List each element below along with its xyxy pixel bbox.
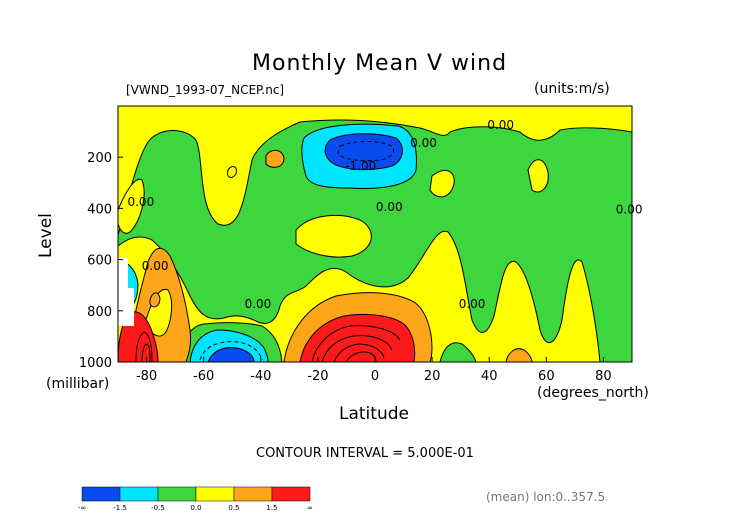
contour-label: 0.00	[487, 118, 514, 132]
region-missing	[118, 258, 134, 326]
contour-label: 0.00	[410, 136, 437, 150]
contour-red-left-a	[135, 331, 153, 362]
x-tick-label: -80	[136, 369, 157, 384]
contour-labels: 0.00 0.00 0.00 -1.00 0.00 0.00 0.00 0.00 0.00	[127, 118, 642, 311]
region-red-center	[299, 313, 416, 362]
x-tick-label: -40	[250, 369, 271, 384]
region-yellow-spot	[227, 166, 237, 178]
region-orange-left-small	[149, 292, 161, 308]
y-tick-label: 400	[87, 202, 112, 217]
x-tick-label: 40	[481, 369, 498, 384]
contour-red-left-b	[141, 343, 151, 362]
region-yellow-island-b	[295, 214, 372, 258]
colorbar: -∞ -1.5 -0.5 0.0 0.5 1.5 ∞	[78, 486, 313, 512]
colorbar-swatch	[119, 486, 159, 502]
y-tick-label: 200	[87, 151, 112, 166]
y-tick-label: 1000	[79, 356, 112, 371]
x-tick-label: -60	[193, 369, 214, 384]
contour-dashed-b	[199, 341, 263, 361]
colorbar-label: 0.0	[190, 504, 201, 512]
y-tick-label: 600	[87, 254, 112, 269]
y-tick-label: 800	[87, 305, 112, 320]
contour-label: 0.00	[245, 297, 272, 311]
colorbar-swatch	[233, 486, 273, 502]
contour-label: 0.00	[376, 200, 403, 214]
contour-label: -1.00	[345, 159, 376, 173]
contour-label: 0.00	[459, 297, 486, 311]
contour-red-center-a	[311, 325, 401, 362]
region-orange-small	[265, 149, 285, 168]
file-label: [VWND_1993-07_NCEP.nc]	[126, 83, 285, 97]
contour-interval-label: CONTOUR INTERVAL = 5.000E-01	[256, 446, 474, 461]
contour-label: 0.00	[616, 203, 643, 217]
colorbar-label: 1.5	[266, 504, 277, 512]
region-green-right-bottom	[439, 342, 477, 362]
contour-red-center-b	[321, 335, 393, 362]
region-blue-lower	[207, 347, 255, 362]
contour-label: 0.00	[142, 259, 169, 273]
region-yellow-island-c	[527, 159, 549, 193]
y-axis-unit: (millibar)	[46, 376, 110, 392]
units-label: (units:m/s)	[534, 81, 610, 97]
region-yellow-island-a	[118, 178, 145, 234]
region-yellow-island-d	[429, 169, 455, 198]
x-tick-label: 80	[595, 369, 612, 384]
x-tick-label: 60	[538, 369, 555, 384]
colorbar-swatch	[195, 486, 235, 502]
colorbar-swatch	[81, 486, 121, 502]
colorbar-swatch	[157, 486, 197, 502]
colorbar-label: -0.5	[151, 504, 165, 512]
region-green-main	[118, 119, 632, 362]
mean-note: (mean) lon:0..357.5	[486, 490, 606, 504]
x-axis-unit: (degrees_north)	[537, 385, 649, 401]
x-tick-label: -20	[307, 369, 328, 384]
x-axis-label: Latitude	[339, 404, 409, 424]
colorbar-label: 0.5	[228, 504, 239, 512]
colorbar-label: -1.5	[113, 504, 127, 512]
axis-ticks: -80 -60 -40 -20 0 20 40 60 80 200 400 600 800 1000	[79, 151, 612, 384]
contour-label: 0.00	[127, 195, 154, 209]
chart-title: Monthly Mean V wind	[252, 51, 508, 76]
region-orange-right	[505, 348, 533, 362]
x-tick-label: 0	[371, 369, 379, 384]
x-tick-label: 20	[424, 369, 441, 384]
contour-dashed-a	[337, 141, 394, 162]
contour-red-center-c	[333, 343, 385, 362]
colorbar-label: ∞	[307, 504, 313, 512]
colorbar-swatch	[271, 486, 311, 502]
colorbar-label: -∞	[78, 504, 86, 512]
